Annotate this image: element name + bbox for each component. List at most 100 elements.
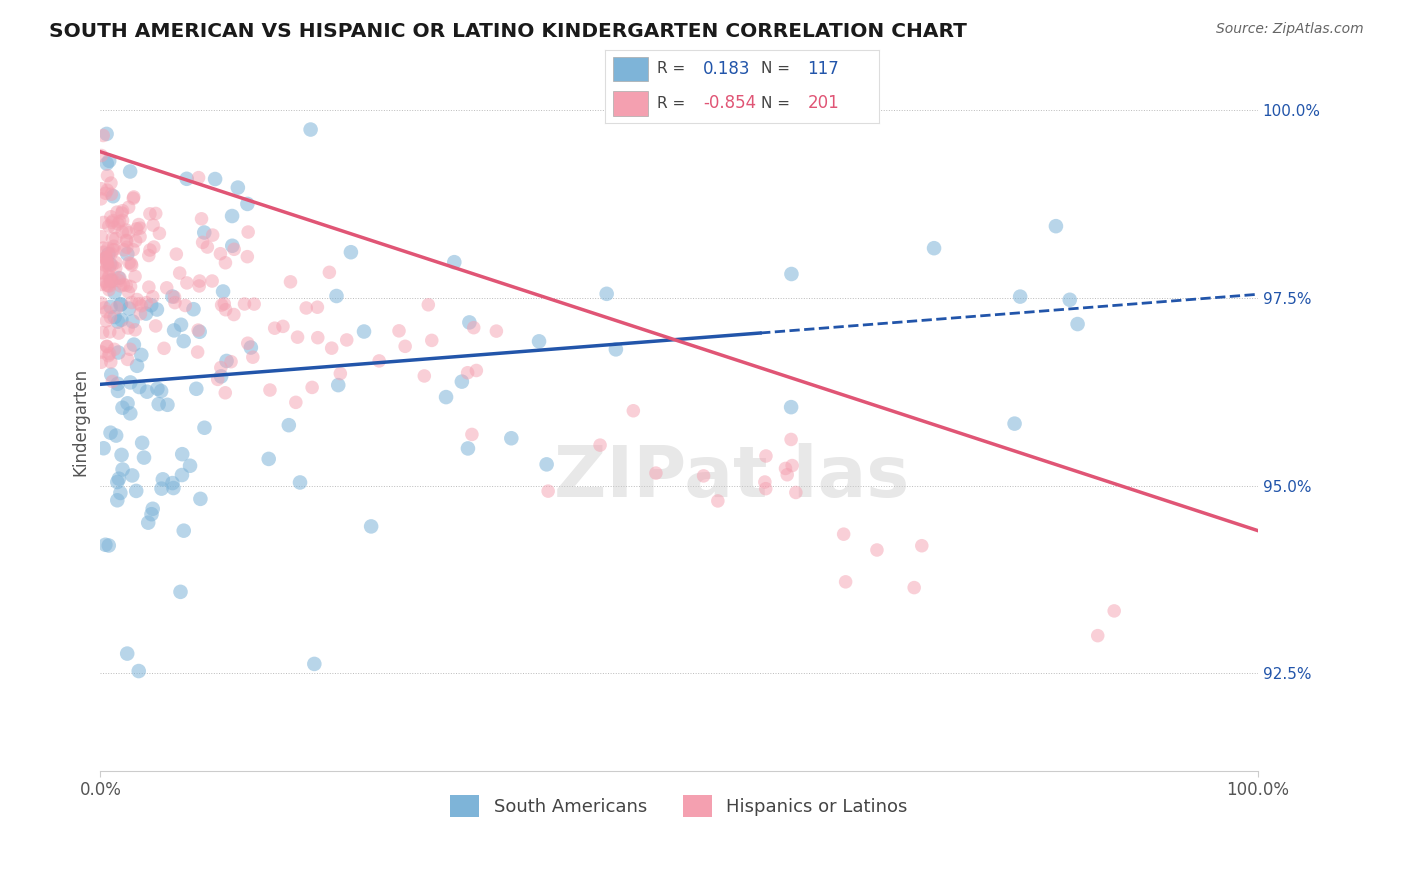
Point [115, 647, 138, 661]
Point [139, 243, 162, 257]
Point [321, 341, 343, 355]
Point [96, 254, 118, 268]
Point [243, 297, 266, 311]
Point [107, 384, 129, 398]
Point [186, 382, 208, 396]
Point [163, 323, 186, 337]
Point [142, 218, 165, 232]
Point [110, 448, 132, 462]
Point [105, 301, 128, 315]
Point [188, 325, 211, 339]
Point [104, 231, 127, 245]
Point [105, 205, 128, 219]
Point [96, 304, 118, 318]
Point [443, 255, 465, 269]
Point [96, 277, 118, 292]
Point [169, 585, 191, 599]
Point [209, 246, 232, 260]
Point [115, 234, 138, 248]
Point [187, 345, 209, 359]
Point [353, 325, 375, 339]
Point [148, 397, 170, 411]
Point [204, 172, 226, 186]
Point [91, 241, 114, 255]
Text: -0.854: -0.854 [703, 95, 756, 112]
Point [122, 190, 145, 204]
Point [780, 433, 803, 447]
Point [162, 476, 184, 491]
Point [301, 380, 323, 394]
Point [100, 425, 122, 440]
Point [125, 293, 148, 307]
Point [96, 183, 118, 197]
Point [93, 442, 115, 456]
Point [188, 274, 211, 288]
Point [242, 350, 264, 364]
Point [100, 368, 122, 382]
Point [329, 367, 352, 381]
Point [101, 189, 124, 203]
Text: 117: 117 [807, 60, 839, 78]
Point [221, 239, 243, 253]
Point [193, 421, 215, 435]
Point [162, 289, 184, 303]
Point [125, 483, 148, 498]
Point [288, 475, 311, 490]
Point [107, 326, 129, 340]
Point [418, 298, 440, 312]
Point [318, 265, 340, 279]
Point [485, 324, 508, 338]
Point [107, 271, 129, 285]
Point [211, 298, 233, 312]
Point [146, 382, 169, 396]
Point [193, 226, 215, 240]
Point [125, 222, 148, 236]
Point [325, 289, 347, 303]
Point [90, 148, 112, 162]
Point [215, 354, 238, 368]
Point [128, 297, 150, 311]
Point [120, 343, 142, 357]
Point [131, 435, 153, 450]
Point [190, 211, 212, 226]
Point [111, 206, 134, 220]
Point [108, 214, 131, 228]
Point [105, 475, 128, 489]
Point [163, 295, 186, 310]
Point [128, 664, 150, 678]
Point [1010, 290, 1032, 304]
Point [97, 247, 120, 261]
Point [457, 442, 479, 456]
Text: ZIPat las: ZIPat las [554, 443, 908, 512]
Point [117, 200, 139, 214]
Point [93, 245, 115, 260]
Point [98, 261, 121, 276]
Point [104, 261, 127, 276]
Point [94, 186, 117, 201]
Point [413, 368, 436, 383]
Point [96, 156, 118, 170]
Point [107, 217, 129, 231]
Text: R =: R = [657, 95, 690, 111]
Point [107, 345, 129, 359]
Point [145, 206, 167, 220]
Point [527, 334, 550, 349]
Point [224, 242, 246, 256]
Point [299, 122, 322, 136]
Point [903, 581, 925, 595]
Point [1102, 604, 1125, 618]
Point [97, 278, 120, 293]
Point [110, 298, 132, 312]
Point [124, 234, 146, 248]
Point [107, 376, 129, 391]
Point [780, 400, 803, 414]
Point [233, 297, 256, 311]
Point [190, 491, 212, 506]
Point [108, 274, 131, 288]
Point [832, 527, 855, 541]
Point [129, 299, 152, 313]
Point [96, 127, 118, 141]
Point [131, 348, 153, 362]
Point [101, 375, 124, 389]
Point [287, 330, 309, 344]
